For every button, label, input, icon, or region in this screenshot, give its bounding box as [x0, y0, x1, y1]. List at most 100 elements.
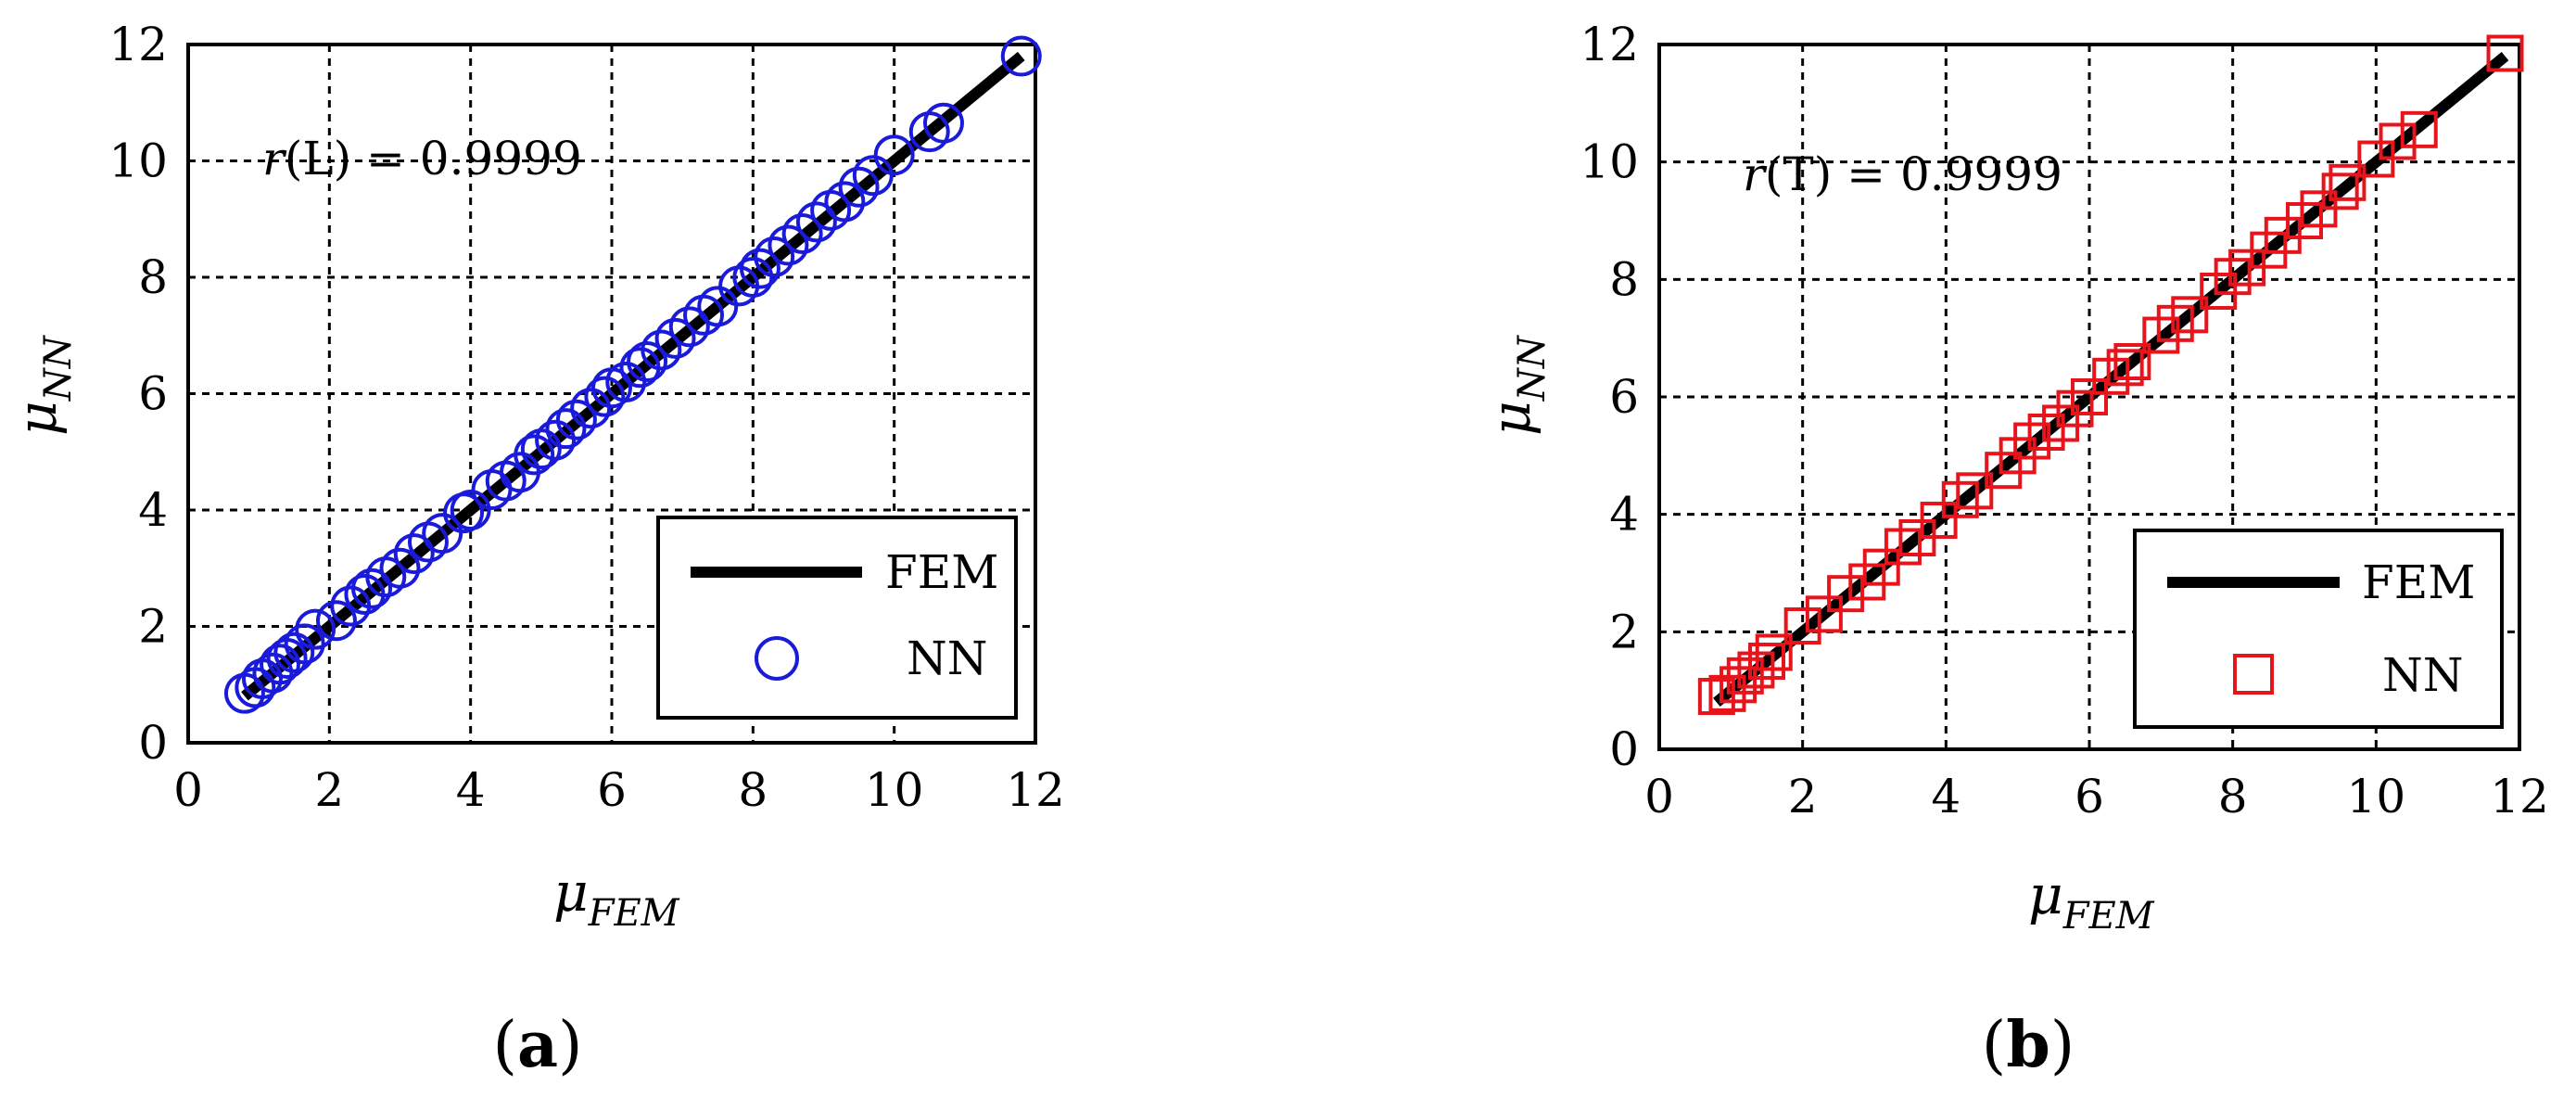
nn-data-point: [1726, 657, 1764, 695]
nn-data-point: [260, 644, 301, 685]
nn-data-point: [2400, 110, 2438, 148]
y-tick-label: 0: [138, 716, 168, 770]
nn-data-point: [584, 376, 626, 417]
nn-data-point: [2171, 296, 2209, 334]
y-tick-label: 6: [1609, 370, 1639, 424]
legend-box-b: [2133, 529, 2504, 729]
panel-a: 0 2 4 6 8 10 12 0 2 4 6 8 10 12 r(L) = 0.9999 FEM NN…: [6, 18, 1065, 1082]
y-tick-labels-a: 0 2 4 6 8 10 12: [108, 18, 168, 770]
legend-fem-label-a: FEM: [885, 545, 998, 599]
nn-data-point: [1884, 528, 1922, 566]
nn-data-point: [393, 533, 435, 575]
nn-data-point: [514, 434, 555, 476]
nn-data-point: [795, 201, 837, 243]
legend-nn-swatch-b: [2233, 654, 2274, 695]
nn-data-point: [1985, 452, 2023, 490]
x-axis-subscript-a: FEM: [588, 892, 680, 935]
y-tick-label: 10: [1580, 135, 1639, 189]
x-tick-label: 10: [2347, 770, 2406, 823]
legend-box-a: [656, 516, 1018, 720]
plot-frame-b: [1657, 43, 2521, 751]
nn-data-point: [1862, 548, 1900, 586]
nn-data-point: [450, 490, 491, 530]
y-axis-symbol-b: μ: [1479, 401, 1542, 436]
x-tick-label: 12: [1006, 763, 1065, 817]
x-axis-title-a: μFEM: [553, 861, 680, 935]
nn-data-point: [2113, 343, 2151, 380]
nn-data-point: [2092, 357, 2130, 395]
y-tick-label: 8: [1609, 252, 1639, 306]
x-tick-label: 8: [738, 763, 768, 817]
panel-label-a: (a): [492, 1008, 582, 1082]
legend-nn-swatch-a: [755, 636, 799, 681]
y-tick-label: 0: [1609, 722, 1639, 776]
nn-data-point: [754, 236, 795, 278]
x-tick-label: 4: [456, 763, 486, 817]
x-tick-label: 6: [597, 763, 627, 817]
nn-data-point: [824, 181, 866, 223]
nn-data-point: [1999, 437, 2037, 475]
x-tick-label: 8: [2218, 770, 2248, 823]
nn-data-point: [781, 212, 823, 254]
nn-data-point: [768, 224, 809, 266]
nn-data-point: [2027, 414, 2065, 451]
nn-data-point: [697, 286, 739, 327]
x-tick-label: 0: [173, 763, 203, 817]
nn-data-point: [315, 600, 357, 642]
x-tick-label: 2: [314, 763, 344, 817]
nn-data-point: [295, 608, 336, 650]
nn-data-point: [1783, 607, 1821, 644]
nn-data-point: [2264, 216, 2302, 254]
nn-data-point: [1755, 633, 1793, 671]
fem-line-b: [1713, 52, 2509, 707]
nn-data-point: [732, 257, 774, 298]
annotation-text-a: (L) = 0.9999: [285, 132, 582, 185]
nn-data-point: [2156, 304, 2194, 342]
nn-data-point: [2200, 273, 2238, 310]
plot-frame-a: [186, 43, 1037, 745]
y-tick-label: 6: [138, 367, 168, 421]
nn-data-point: [351, 568, 393, 609]
nn-data-point: [1848, 563, 1886, 601]
nn-data-point: [641, 329, 682, 371]
nn-data-point: [922, 102, 964, 144]
y-tick-label: 8: [138, 250, 168, 304]
nn-markers-b: [1697, 34, 2524, 715]
nn-data-point: [1748, 643, 1785, 680]
panel-label-b: (b): [1982, 1008, 2075, 1082]
y-tick-label: 12: [108, 18, 168, 71]
nn-data-point: [1000, 35, 1042, 77]
x-tick-label: 12: [2490, 770, 2549, 823]
nn-data-point: [2321, 172, 2359, 211]
legend-b: FEM NN: [2133, 529, 2504, 729]
y-tick-label: 4: [1609, 488, 1639, 542]
nn-data-point: [668, 306, 710, 348]
nn-data-point: [2214, 258, 2252, 296]
y-axis-subscript-a: NN: [37, 334, 80, 402]
nn-data-point: [2329, 163, 2367, 201]
nn-data-point: [627, 340, 668, 382]
nn-data-point: [838, 166, 880, 208]
nn-data-point: [252, 652, 294, 694]
nn-markers-a: [223, 35, 1042, 714]
x-tick-labels-b: 0 2 4 6 8 10 12: [1644, 770, 2549, 823]
nn-data-point: [273, 632, 315, 673]
nn-data-point: [1941, 480, 1979, 518]
y-tick-label: 4: [138, 483, 168, 537]
nn-data-point: [2286, 202, 2323, 239]
nn-data-point: [2056, 389, 2094, 427]
nn-data-point: [535, 419, 577, 461]
nn-data-point: [2250, 231, 2288, 269]
correlation-annotation-a: r(L) = 0.9999: [262, 132, 582, 185]
y-tick-labels-b: 0 2 4 6 8 10 12: [1580, 18, 1639, 776]
y-tick-label: 10: [108, 134, 168, 188]
nn-data-point: [555, 399, 597, 440]
nn-data-point: [1827, 575, 1865, 613]
nn-data-point: [2379, 122, 2417, 160]
legend-nn-label-b: NN: [2382, 648, 2464, 702]
panel-letter-a: a: [517, 1008, 558, 1082]
nn-data-point: [2042, 404, 2080, 442]
nn-data-point: [2106, 349, 2144, 387]
y-tick-label: 2: [138, 600, 168, 654]
nn-data-point: [2071, 378, 2108, 415]
